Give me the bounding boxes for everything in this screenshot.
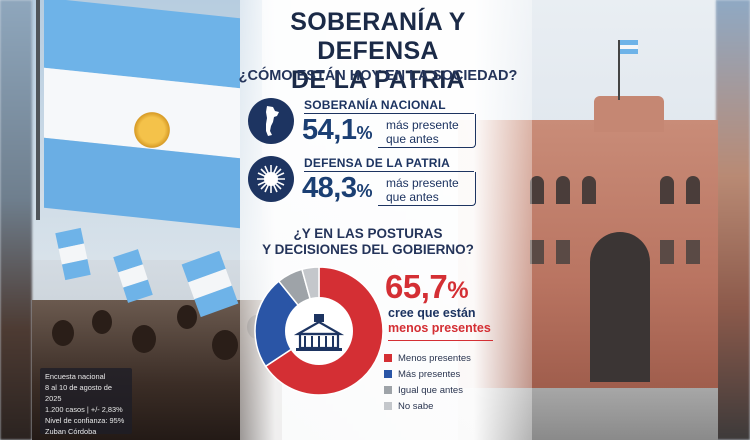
divider <box>304 171 474 172</box>
survey-footnote: Encuesta nacional 8 al 10 de agosto de 2… <box>40 368 132 436</box>
divider <box>304 113 474 114</box>
indicator-soberania: SOBERANÍA NACIONAL 54,1% más presente qu… <box>248 98 478 150</box>
legend-item: Más presentes <box>384 366 514 382</box>
chart-legend: Menos presentes Más presentes Igual que an… <box>384 350 514 414</box>
sun-of-may-icon <box>132 110 172 150</box>
indicator-label: DEFENSA DE LA PATRIA <box>304 156 451 170</box>
legend-item: Igual que antes <box>384 382 514 398</box>
highlight-line-2: menos presentes <box>388 321 491 335</box>
question-line-2: Y DECISIONES DEL GOBIERNO? <box>262 242 474 257</box>
footnote-line: 8 al 10 de agosto de 2025 <box>45 383 112 403</box>
footnote-line: 1.200 casos | +/- 2,83% <box>45 405 123 414</box>
legend-item: No sabe <box>384 398 514 414</box>
building-window <box>660 240 674 264</box>
question-line-1: ¿Y EN LAS POSTURAS <box>293 226 443 241</box>
main-title: SOBERANÍA Y DEFENSA DE LA PATRIA <box>228 8 528 95</box>
flag-pole <box>36 0 40 220</box>
legend-label: Igual que antes <box>398 384 463 396</box>
indicator-label: SOBERANÍA NACIONAL <box>304 98 446 112</box>
legend-swatch <box>384 370 392 378</box>
building-window <box>556 240 570 264</box>
donut-chart <box>252 264 386 398</box>
indicator-frame <box>378 172 476 206</box>
highlight-text: cree que están menos presentes <box>388 306 508 336</box>
donut-svg <box>254 266 384 396</box>
indicator-value: 54,1% <box>302 114 372 146</box>
building-window <box>660 176 674 204</box>
building-flag <box>620 40 638 54</box>
donut-hole <box>285 297 353 365</box>
indicator-text: más presente que antes <box>386 176 459 204</box>
question-government: ¿Y EN LAS POSTURAS Y DECISIONES DEL GOBI… <box>248 226 488 258</box>
sun-emblem-icon <box>248 156 294 202</box>
indicator-frame <box>378 114 476 148</box>
title-line-2: DE LA PATRIA <box>291 66 465 94</box>
blurred-edge-right <box>716 0 750 440</box>
building-window <box>686 240 700 264</box>
building-window <box>530 240 544 264</box>
highlight-underline <box>388 340 493 341</box>
legend-swatch <box>384 386 392 394</box>
highlight-value: 65,7% <box>385 268 469 305</box>
indicator-value: 48,3% <box>302 172 372 204</box>
legend-label: Más presentes <box>398 368 461 380</box>
building-window <box>556 176 570 204</box>
footnote-line: Zuban Córdoba <box>45 427 97 436</box>
title-line-1: SOBERANÍA Y DEFENSA <box>290 8 466 65</box>
indicator-defensa: DEFENSA DE LA PATRIA 48,3% más presente … <box>248 156 478 208</box>
subtitle: ¿CÓMO ESTÁN HOY EN LA SOCIEDAD? <box>238 68 518 84</box>
building-window <box>530 176 544 204</box>
highlight-line-1: cree que están <box>388 306 476 320</box>
argentina-map-icon <box>248 98 294 144</box>
legend-label: Menos presentes <box>398 352 471 364</box>
legend-item: Menos presentes <box>384 350 514 366</box>
legend-label: No sabe <box>398 400 434 412</box>
footnote-line: Nivel de confianza: 95% <box>45 416 125 425</box>
indicator-text: más presente que antes <box>386 118 459 146</box>
legend-swatch <box>384 402 392 410</box>
flag-pole-right <box>618 40 620 100</box>
legend-swatch <box>384 354 392 362</box>
government-building-icon <box>293 314 345 351</box>
building-arch <box>590 232 650 382</box>
footnote-line: Encuesta nacional <box>45 372 106 381</box>
casa-rosada-tower <box>594 96 664 132</box>
building-window <box>582 176 596 204</box>
blurred-edge-left <box>0 0 32 440</box>
building-window <box>686 176 700 204</box>
